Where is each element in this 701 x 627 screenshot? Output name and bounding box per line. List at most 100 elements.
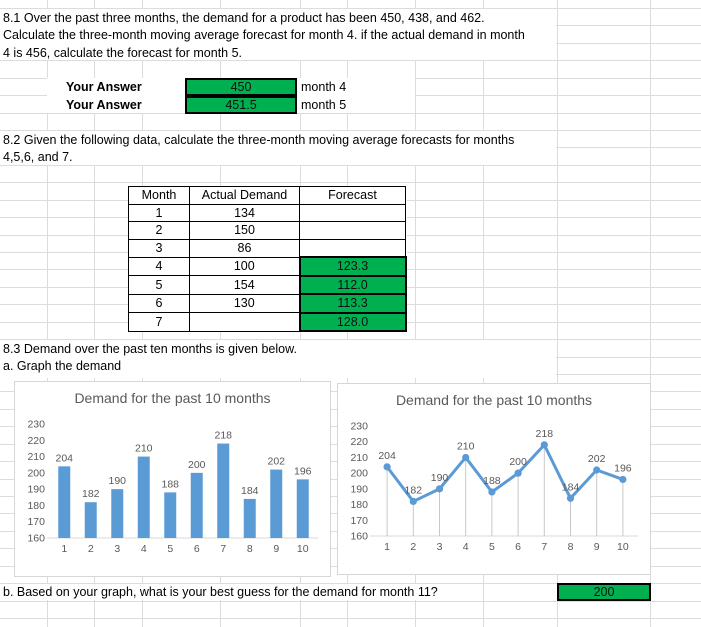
x-axis-tick-label: 1 — [61, 543, 67, 555]
grid-cover — [0, 340, 556, 378]
table-cell-demand[interactable] — [189, 312, 300, 332]
line-chart[interactable]: Demand for the past 10 months 160 170 180 1… — [337, 383, 651, 575]
table-cell-forecast[interactable]: 128.0 — [298, 311, 407, 332]
table-header-cell[interactable]: Month — [128, 186, 190, 205]
bar-month-3 — [111, 489, 124, 538]
x-axis-tick-label: 2 — [410, 541, 416, 553]
table-cell-demand[interactable]: 154 — [189, 275, 300, 295]
table-row: 2 150 — [128, 221, 406, 240]
table-cell-demand[interactable]: 86 — [189, 238, 300, 258]
data-label: 202 — [267, 456, 285, 468]
answer-cell-month5[interactable]: 451.5 — [185, 95, 297, 114]
bar-month-1 — [58, 466, 71, 538]
question-8-2-line-2: 4,5,6, and 7. — [3, 150, 73, 165]
bar-chart[interactable]: Demand for the past 10 months 160 170 180 1… — [14, 381, 331, 577]
data-point-marker — [593, 466, 601, 474]
data-point-marker — [435, 485, 444, 493]
table-header-cell[interactable]: Actual Demand — [189, 186, 300, 205]
data-point-marker — [409, 497, 417, 506]
table-cell-month[interactable]: 6 — [128, 293, 190, 313]
gridline-column — [557, 0, 558, 627]
table-row: 3 86 — [128, 238, 406, 258]
grid-cover — [0, 584, 482, 600]
data-point-marker — [619, 475, 627, 484]
table-cell-forecast[interactable] — [299, 221, 406, 240]
question-8-3-line-1: 8.3 Demand over the past ten months is g… — [3, 342, 297, 356]
table-cell-month[interactable]: 5 — [128, 275, 190, 295]
your-answer-label-month5: Your Answer — [66, 97, 142, 112]
y-axis-tick-label: 190 — [350, 483, 368, 495]
x-axis-tick-label: 9 — [273, 543, 279, 555]
gridline-column — [650, 0, 651, 627]
line-chart-title: Demand for the past 10 months — [395, 392, 593, 408]
question-8-1-line-3: 4 is 456, calculate the forecast for mon… — [3, 45, 243, 60]
x-axis-tick-label: 8 — [568, 541, 574, 553]
data-label: 196 — [614, 462, 632, 474]
data-label: 218 — [536, 428, 554, 440]
question-8-1-line-1: 8.1 Over the past three months, the dema… — [3, 11, 485, 25]
bar-month-7 — [217, 443, 230, 538]
table-row: 5 154 112.0 — [128, 274, 407, 295]
question-8-3-text: 8.3 Demand over the past ten months is g… — [3, 341, 297, 376]
table-cell-demand[interactable]: 150 — [189, 221, 300, 240]
data-point-marker — [383, 463, 391, 471]
grid-cover — [0, 131, 556, 165]
x-axis-tick-label: 3 — [114, 543, 120, 555]
x-axis-tick-label: 7 — [220, 543, 226, 555]
table-row: 6 130 113.3 — [128, 293, 407, 314]
table-header-cell[interactable]: Forecast — [299, 186, 406, 205]
table-cell-month[interactable]: 4 — [128, 256, 190, 276]
gridline-row — [0, 112, 701, 114]
data-label: 184 — [562, 481, 580, 493]
x-axis-tick-label: 7 — [541, 541, 547, 553]
line-chart-plot: 160 170 180 190 200 210 220 230 1 2 3 4 5 6 7 8 9 10 204 18… — [350, 421, 638, 553]
y-axis-tick-label: 180 — [350, 499, 368, 511]
answer-cell-month11[interactable]: 200 — [557, 583, 651, 601]
gridline-row — [0, 8, 701, 9]
question-8-1-line-2: Calculate the three-month moving average… — [3, 28, 525, 43]
table-row: 7 128.0 — [128, 311, 407, 332]
table-cell-forecast[interactable] — [299, 238, 406, 258]
x-axis-tick-label: 6 — [194, 543, 200, 555]
answer-note-month5: month 5 — [301, 97, 347, 112]
table-cell-demand[interactable]: 134 — [189, 203, 300, 222]
table-cell-month[interactable]: 7 — [128, 312, 190, 332]
data-point-marker — [566, 494, 575, 502]
x-axis-tick-label: 6 — [515, 541, 521, 553]
table-cell-forecast[interactable]: 113.3 — [298, 293, 407, 314]
table-cell-forecast[interactable] — [299, 203, 406, 222]
data-label: 190 — [108, 475, 126, 487]
bar-month-8 — [243, 498, 256, 538]
bar-month-10 — [296, 479, 309, 538]
bar-month-6 — [190, 472, 203, 538]
data-label: 188 — [161, 478, 179, 490]
answer-cell-month4[interactable]: 450 — [185, 78, 297, 96]
data-label: 200 — [509, 456, 527, 468]
y-axis-tick-label: 230 — [27, 419, 45, 431]
data-label: 204 — [378, 450, 396, 462]
x-axis-tick-label: 8 — [247, 543, 253, 555]
y-axis-tick-label: 200 — [350, 468, 368, 480]
y-axis-tick-label: 190 — [27, 484, 45, 496]
table-cell-demand[interactable]: 100 — [189, 256, 300, 276]
bar-month-4 — [137, 456, 150, 538]
table-cell-forecast[interactable]: 112.0 — [298, 274, 407, 295]
x-axis-tick-label: 1 — [384, 541, 390, 553]
data-label: 188 — [483, 475, 501, 487]
y-axis-tick-label: 210 — [350, 452, 368, 464]
data-point-marker — [540, 441, 548, 449]
table-cell-month[interactable]: 3 — [128, 238, 190, 258]
data-label: 210 — [457, 440, 475, 452]
y-axis-tick-label: 220 — [350, 436, 368, 448]
gridline-row — [0, 182, 701, 184]
data-label: 210 — [135, 443, 153, 455]
table-cell-month[interactable]: 1 — [128, 203, 190, 222]
y-axis-tick-label: 210 — [27, 451, 45, 463]
table-cell-month[interactable]: 2 — [128, 221, 190, 240]
grid-cover — [0, 9, 556, 60]
table-cell-demand[interactable]: 130 — [189, 293, 300, 313]
table-cell-forecast[interactable]: 123.3 — [298, 256, 407, 277]
bar-month-5 — [164, 492, 177, 538]
line-series — [385, 443, 625, 503]
